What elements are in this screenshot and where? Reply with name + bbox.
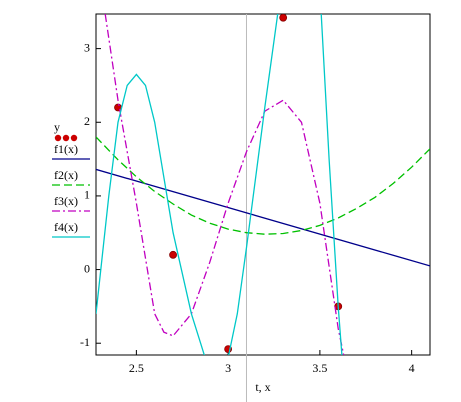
legend-label: f4(x) [54, 220, 78, 234]
legend-label: f2(x) [54, 168, 78, 182]
y-tick-label: 0 [84, 261, 90, 275]
x-tick-label: 3 [225, 361, 231, 375]
series-line [96, 14, 343, 355]
data-point [169, 250, 177, 259]
plot-frame [95, 13, 431, 356]
y-tick-label: 3 [84, 40, 90, 54]
y-tick-label: 1 [84, 188, 90, 202]
x-tick-label: 3.5 [312, 361, 327, 375]
series-line [96, 136, 430, 235]
x-axis-label: t, x [255, 380, 270, 394]
y-tick-label: -1 [80, 335, 90, 349]
x-tick-label: 4 [409, 361, 415, 375]
x-tick-label: 2.5 [129, 361, 144, 375]
legend-label: f1(x) [54, 142, 78, 156]
legend-swatch [62, 134, 70, 142]
y-tick-label: 2 [84, 114, 90, 128]
series-line [104, 14, 345, 355]
legend-swatch [54, 134, 62, 142]
data-point [279, 14, 288, 22]
plot-area [96, 14, 430, 355]
legend-label: f3(x) [54, 194, 78, 208]
legend-label: y [54, 120, 60, 134]
series-line [96, 168, 430, 267]
legend-swatch [70, 134, 78, 142]
